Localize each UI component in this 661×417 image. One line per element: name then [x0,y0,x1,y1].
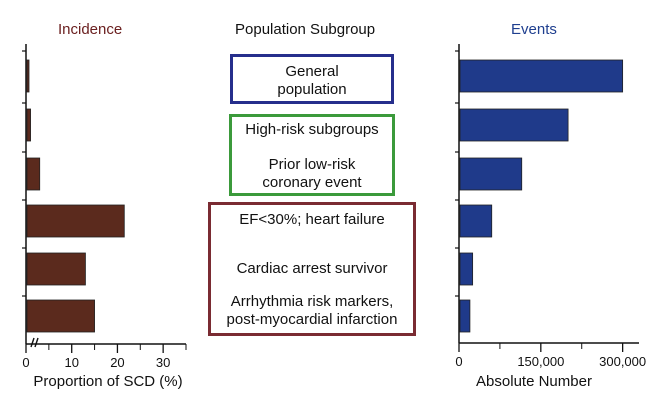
events-bar-5 [459,252,474,286]
ef-heart-failure-label: EF<30%; heart failure [239,211,385,228]
prior-event-line-1: Prior low-risk [268,156,356,173]
general-population-box: General population [230,54,394,104]
incidence-header: Incidence [58,21,123,38]
prior-event-label: Prior low-risk coronary event [232,156,392,192]
incidence-tick-label-2: 10 [64,355,78,370]
incidence-bar-5 [26,252,86,286]
prior-event-line-2: coronary event [262,174,362,191]
events-tick-label-1: 0 [455,354,462,369]
events-bar-3 [459,157,523,191]
incidence-bar-3 [26,157,41,191]
population-subgroup-header: Population Subgroup [235,21,376,38]
general-population-line-2: population [277,81,347,98]
incidence-tick-label-1: 0 [22,355,29,370]
axis-break-mark-1 [30,337,35,348]
events-x-axis-title: Absolute Number [476,373,592,390]
arrhythmia-line-1: Arrhythmia risk markers, [230,293,394,310]
axis-break-mark-2 [34,337,39,348]
events-tick-label-2: 150,000 [517,354,564,369]
incidence-tick-label-4: 30 [156,355,170,370]
high-risk-subgroups-label: High-risk subgroups [245,121,379,138]
general-population-line-1: General [285,63,339,80]
incidence-tick-label-3: 20 [110,355,124,370]
events-bar-2 [459,108,569,142]
incidence-bar-2 [26,108,31,142]
arrhythmia-label: Arrhythmia risk markers, post-myocardial… [211,293,413,329]
events-bar-1 [459,59,624,93]
incidence-bar-6 [26,299,95,333]
events-header: Events [511,21,557,38]
general-population-label: General population [233,63,391,99]
severe-risk-box: EF<30%; heart failure Cardiac arrest sur… [208,202,416,336]
cardiac-arrest-label: Cardiac arrest survivor [236,260,388,277]
events-bar-4 [459,204,493,238]
incidence-bar-1 [26,59,30,93]
incidence-bar-4 [26,204,125,238]
events-tick-label-3: 300,000 [599,354,646,369]
arrhythmia-line-2: post-myocardial infarction [226,311,398,328]
high-risk-box: High-risk subgroups Prior low-risk coron… [229,114,395,196]
events-bar-6 [459,299,471,333]
incidence-x-axis-title: Proportion of SCD (%) [33,373,182,390]
